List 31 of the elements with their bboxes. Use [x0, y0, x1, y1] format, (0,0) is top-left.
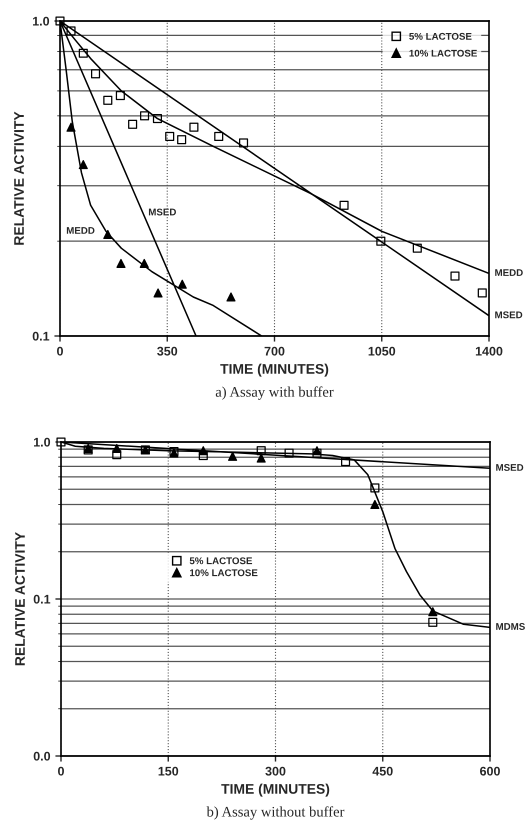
x-tick-label: 1400 — [476, 346, 502, 356]
x-tick-label: 0 — [57, 346, 63, 356]
legend-label: 10% LACTOSE — [190, 569, 258, 576]
x-tick-label: 0 — [58, 766, 64, 776]
annotation: MEDD — [495, 269, 523, 276]
annotation: MSED — [148, 208, 176, 216]
y-tick-label: 0.1 — [34, 594, 50, 604]
y-tick-label: 0.0 — [34, 752, 50, 761]
text: a) Assay with buffer — [216, 386, 334, 400]
text: b) Assay without buffer — [206, 806, 344, 820]
x-tick-label: 450 — [372, 766, 393, 776]
x-tick-label: 1050 — [368, 346, 396, 356]
x-tick-label: 700 — [264, 346, 284, 356]
legend-label: 5% LACTOSE — [409, 32, 472, 40]
y-tick-label: 0.1 — [32, 332, 50, 341]
legend-label: 5% LACTOSE — [190, 557, 252, 564]
x-tick-label: 150 — [158, 766, 178, 776]
x-tick-label: 300 — [265, 766, 286, 776]
annotation: MEDD — [66, 227, 94, 234]
annotation: MSED — [495, 311, 522, 318]
y-tick-label: 1.0 — [32, 16, 50, 26]
annotation: MDMS — [496, 623, 525, 630]
legend-label: 10% LACTOSE — [410, 50, 477, 57]
x-axis-title: TIME (MINUTES) — [221, 784, 330, 797]
annotation: MSED — [496, 464, 524, 471]
x-tick-label: 600 — [480, 766, 500, 776]
y-tick-label: 1.0 — [34, 438, 50, 447]
y-axis-title: RELATIVE ACTIVITY — [15, 532, 25, 666]
y-axis-title: RELATIVE ACTIVITY — [14, 112, 24, 245]
x-tick-label: 350 — [157, 346, 178, 356]
x-axis-title: TIME (MINUTES) — [220, 364, 328, 377]
